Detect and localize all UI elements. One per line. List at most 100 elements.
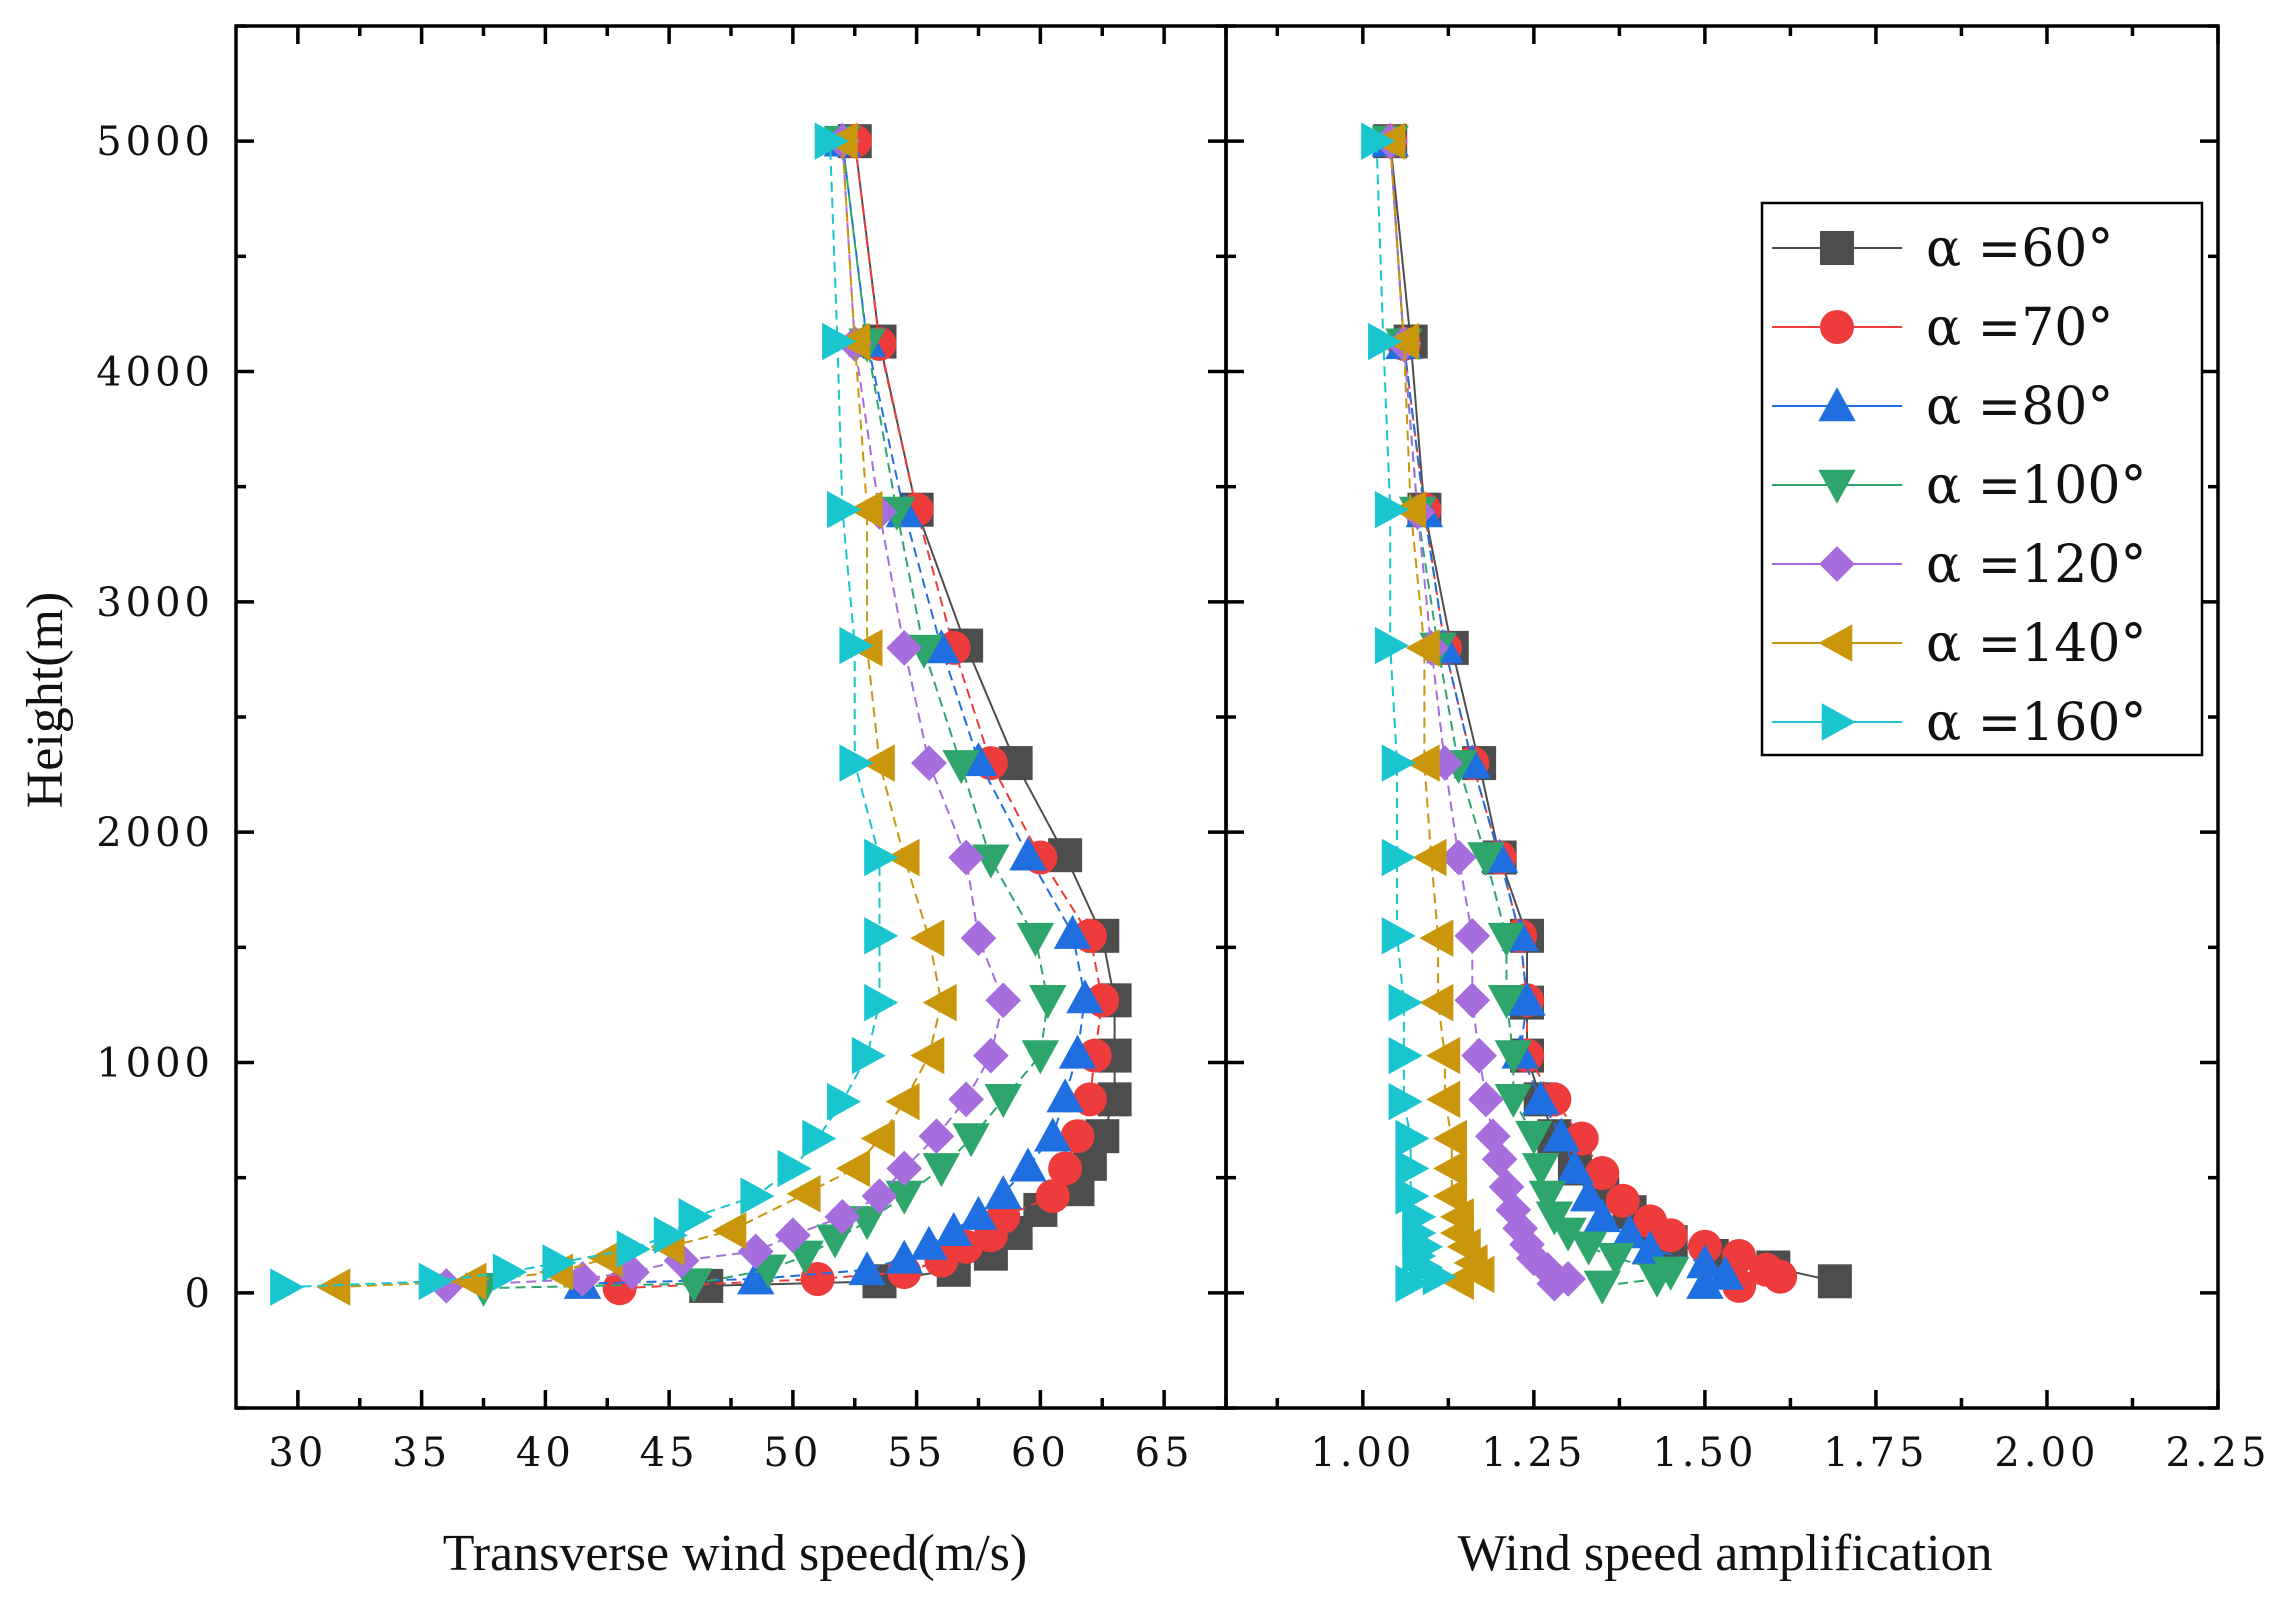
right-triangle-right-marker: [1374, 626, 1409, 665]
legend-triangle-right-marker: [1821, 703, 1856, 741]
left-triangle-down-marker: [1016, 922, 1055, 957]
legend-label: α =120°: [1926, 535, 2146, 595]
right-triangle-up-marker: [1522, 1080, 1560, 1115]
right-triangle-up-marker: [1569, 1177, 1608, 1212]
left-series-line: [334, 141, 943, 1289]
right-triangle-down-marker: [1522, 1153, 1560, 1188]
right-triangle-left-marker: [1405, 744, 1440, 782]
left-series-1: [602, 124, 1120, 1306]
right-triangle-down-marker: [1528, 1180, 1567, 1215]
right-x-tick-label: 1.25: [1481, 1430, 1586, 1476]
legend-label: α =70°: [1926, 298, 2113, 358]
left-series-line: [285, 141, 881, 1289]
right-square-marker: [1817, 1264, 1852, 1299]
right-series-6: [1361, 122, 1457, 1303]
left-triangle-up-marker: [1009, 836, 1047, 871]
right-triangle-up-marker: [1706, 1255, 1745, 1290]
legend-entry: α =70°: [1772, 298, 2113, 358]
left-x-tick-label: 55: [887, 1430, 946, 1476]
left-triangle-right-marker: [827, 491, 862, 529]
left-diamond-marker: [775, 1217, 811, 1254]
left-circle-marker: [1060, 1119, 1095, 1154]
left-triangle-left-marker: [860, 744, 895, 782]
left-triangle-left-marker: [836, 1149, 871, 1188]
legend-label: α =100°: [1926, 456, 2146, 516]
left-circle-marker: [800, 1262, 835, 1297]
left-triangle-down-marker: [942, 750, 980, 785]
left-diamond-marker: [948, 839, 984, 876]
legend-triangle-left-marker: [1818, 624, 1853, 662]
right-triangle-down-marker: [1494, 1084, 1533, 1119]
left-circle-marker: [1072, 1082, 1107, 1117]
left-circle-marker: [1035, 1179, 1070, 1214]
right-triangle-left-marker: [1419, 919, 1454, 957]
left-triangle-up-marker: [1066, 979, 1104, 1014]
right-diamond-marker: [1488, 1169, 1525, 1205]
y-tick-label: 1000: [96, 1041, 214, 1087]
right-triangle-left-marker: [1433, 1177, 1468, 1215]
right-triangle-up-marker: [1556, 1149, 1594, 1184]
right-triangle-left-marker: [1419, 983, 1454, 1022]
left-triangle-right-marker: [418, 1262, 453, 1301]
left-triangle-left-marker: [786, 1175, 821, 1213]
left-diamond-marker: [911, 745, 947, 781]
left-triangle-down-marker: [972, 844, 1010, 879]
left-triangle-right-marker: [616, 1230, 651, 1268]
left-diamond-marker: [428, 1268, 465, 1304]
left-triangle-up-marker: [984, 1175, 1022, 1210]
left-triangle-right-marker: [802, 1119, 837, 1158]
left-diamond-marker: [564, 1261, 601, 1297]
right-triangle-down-marker: [1487, 985, 1526, 1020]
left-triangle-right-marker: [270, 1268, 305, 1306]
left-triangle-down-marker: [885, 1180, 923, 1215]
left-diamond-marker: [824, 1198, 861, 1235]
legend-entry: α =100°: [1772, 456, 2146, 516]
right-triangle-left-marker: [1405, 629, 1440, 667]
left-triangle-down-marker: [675, 1268, 713, 1303]
left-triangle-right-marker: [542, 1244, 577, 1282]
left-triangle-down-marker: [922, 1153, 961, 1188]
left-x-tick-label: 45: [640, 1430, 699, 1476]
right-triangle-right-marker: [1395, 1177, 1430, 1215]
left-triangle-up-marker: [922, 629, 961, 664]
legend-entry: α =160°: [1772, 693, 2146, 753]
right-circle-marker: [1722, 1238, 1757, 1273]
y-tick-label: 3000: [96, 580, 214, 626]
left-triangle-left-marker: [712, 1211, 747, 1250]
left-diamond-marker: [973, 1037, 1009, 1074]
left-x-tick-label: 60: [1011, 1430, 1070, 1476]
right-panel: 1.00 1.25 1.50 1.75 2.00 2.25: [1224, 24, 2267, 1476]
left-series-line: [446, 141, 1005, 1287]
left-x-tick-label: 50: [763, 1430, 822, 1476]
right-x-axis-label: Wind speed amplification: [1457, 1525, 1992, 1582]
right-triangle-up-marker: [1686, 1244, 1724, 1279]
right-triangle-down-marker: [1467, 842, 1505, 877]
left-triangle-up-marker: [959, 1195, 998, 1230]
left-triangle-right-marker: [814, 122, 849, 160]
legend-diamond-marker: [1819, 546, 1855, 582]
right-triangle-right-marker: [1381, 744, 1416, 782]
right-triangle-right-marker: [1381, 838, 1416, 877]
right-triangle-right-marker: [1381, 917, 1416, 955]
left-triangle-left-marker: [910, 919, 945, 957]
right-series-1: [1373, 124, 1798, 1303]
left-triangle-right-marker: [864, 917, 899, 955]
right-triangle-right-marker: [1388, 1036, 1423, 1075]
left-circle-marker: [1048, 1151, 1083, 1186]
left-triangle-down-marker: [1029, 985, 1067, 1020]
right-triangle-down-marker: [1515, 1120, 1553, 1155]
left-triangle-right-marker: [653, 1216, 688, 1254]
legend-label: α =80°: [1926, 377, 2113, 437]
left-triangle-up-marker: [935, 1211, 973, 1246]
right-triangle-right-marker: [1388, 983, 1423, 1022]
left-triangle-up-marker: [910, 1225, 948, 1260]
right-triangle-up-marker: [1542, 1117, 1580, 1152]
y-tick-label: 4000: [96, 350, 214, 396]
legend-circle-marker: [1820, 310, 1854, 344]
left-diamond-marker: [886, 1150, 923, 1187]
left-triangle-left-marker: [316, 1268, 351, 1306]
right-diamond-marker: [1461, 1037, 1497, 1074]
right-diamond-marker: [1474, 1118, 1511, 1155]
left-triangle-left-marker: [885, 838, 920, 877]
left-series-line: [483, 141, 1049, 1290]
